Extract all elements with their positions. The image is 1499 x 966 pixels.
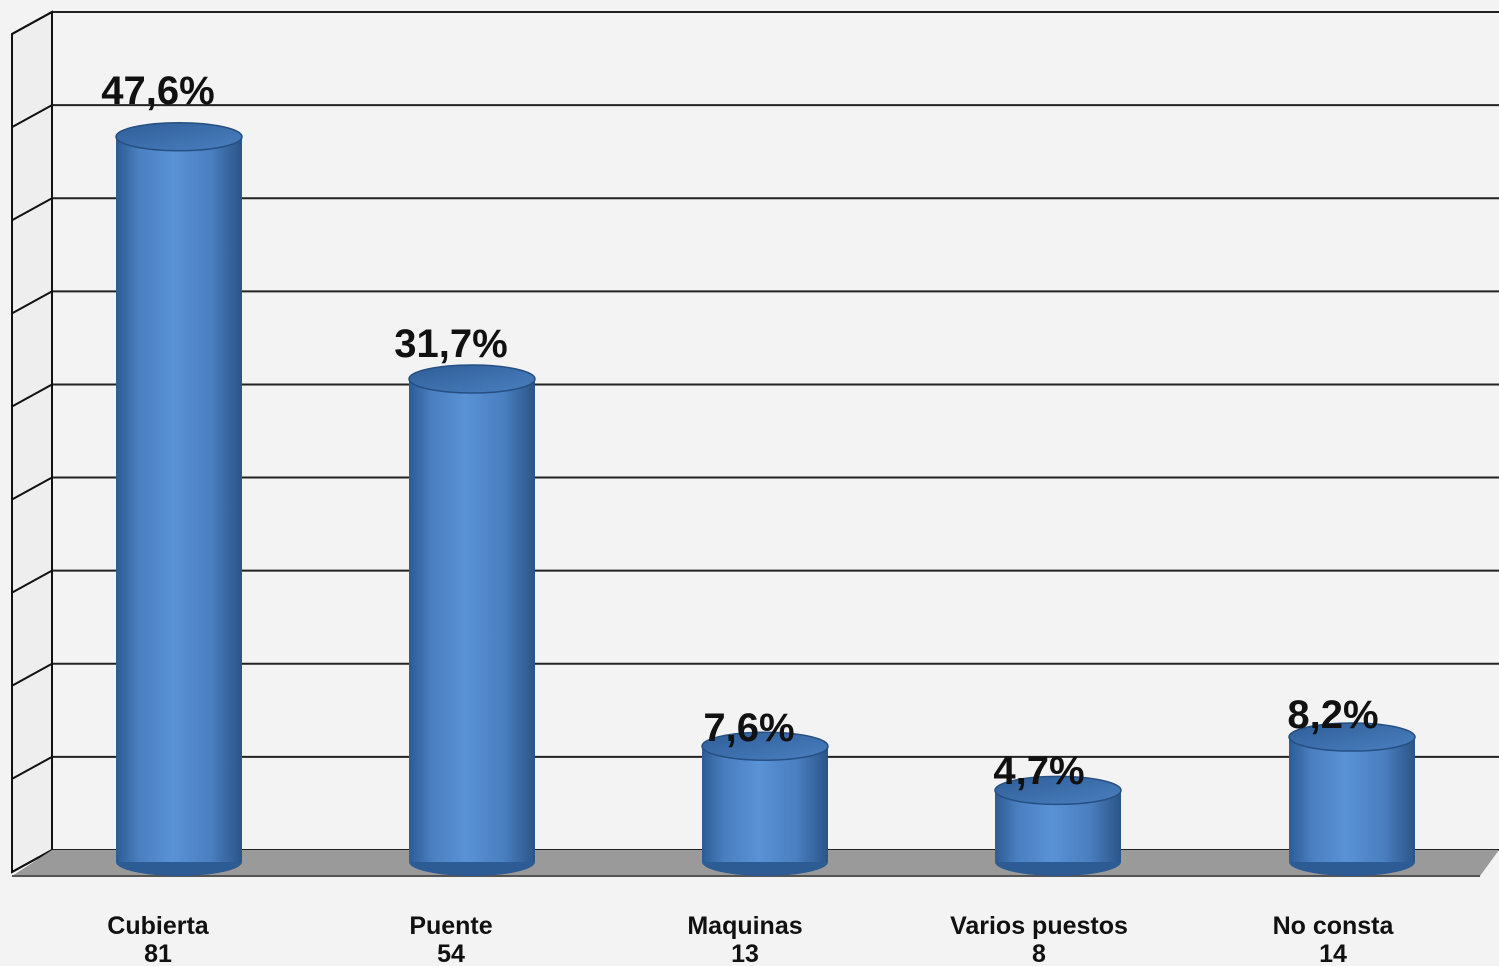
bar-top <box>701 731 829 761</box>
bar-body <box>702 746 828 862</box>
data-label-maquinas: 7,6% <box>703 706 794 750</box>
category-label-puente: Puente <box>409 912 492 940</box>
category-label-maquinas: Maquinas <box>687 912 802 940</box>
category-count-maquinas: 13 <box>731 940 759 966</box>
side-wall-tick <box>11 569 53 594</box>
bars <box>115 121 1416 876</box>
bar-cubierta <box>115 121 243 876</box>
category-label-no-consta: No consta <box>1273 912 1395 940</box>
bar-body <box>409 379 535 862</box>
side-wall-tick <box>11 662 53 687</box>
bar-top <box>115 121 243 152</box>
side-wall-tick <box>11 290 53 315</box>
side-wall-tick <box>11 197 53 222</box>
side-wall-ticks <box>11 11 53 873</box>
bar-top <box>1288 722 1416 752</box>
bar-body <box>116 136 242 862</box>
category-label-varios-puestos: Varios puestos <box>950 912 1128 940</box>
bar-top <box>994 775 1122 806</box>
side-wall-tick <box>11 756 53 780</box>
category-count-cubierta: 81 <box>144 940 172 966</box>
side-wall <box>11 10 53 874</box>
data-label-puente: 31,7% <box>394 322 507 366</box>
side-wall-tick <box>11 849 53 873</box>
bar-maquinas <box>701 731 829 876</box>
side-wall-tick <box>11 11 53 35</box>
bar-body <box>1289 737 1415 862</box>
category-count-puente: 54 <box>437 940 465 966</box>
data-labels: 47,6% 31,7% 7,6% 4,7% 8,2% <box>101 69 1378 793</box>
bar-no-consta <box>1288 722 1416 876</box>
side-wall-tick <box>11 383 53 408</box>
side-wall-tick <box>11 104 53 128</box>
side-wall-tick <box>11 476 53 501</box>
category-count-no-consta: 14 <box>1319 940 1347 966</box>
category-labels: Cubierta 81 Puente 54 Maquinas 13 Varios… <box>107 912 1394 966</box>
bar-puente <box>408 364 536 876</box>
category-label-cubierta: Cubierta <box>107 912 210 940</box>
data-label-no-consta: 8,2% <box>1287 693 1378 737</box>
bar-top <box>408 364 536 394</box>
bar-varios-puestos <box>994 775 1122 876</box>
data-label-cubierta: 47,6% <box>101 69 214 113</box>
category-count-varios-puestos: 8 <box>1032 940 1046 966</box>
data-label-varios-puestos: 4,7% <box>993 749 1084 793</box>
